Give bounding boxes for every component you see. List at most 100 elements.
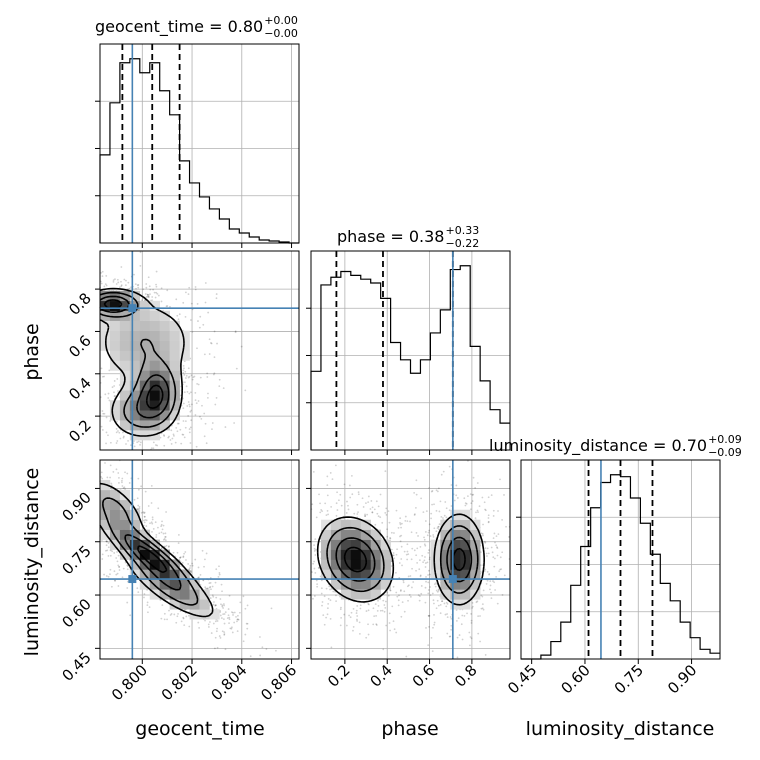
geocent-time-vs-luminosity-distance-sample-point [218,571,221,574]
geocent-time-vs-luminosity-distance-density-cell [100,519,111,530]
phase-vs-luminosity-distance-sample-point [437,525,440,528]
geocent-time-vs-phase-sample-point [178,313,181,316]
geocent-time-vs-luminosity-distance-sample-point [107,555,110,557]
geocent-time-vs-luminosity-distance-sample-point [145,525,148,527]
geocent-time-vs-luminosity-distance-sample-point [191,562,194,565]
geocent-time-vs-phase-sample-point [115,420,118,423]
geocent-time-vs-phase-sample-point [222,387,225,390]
geocent-time-vs-phase-sample-point [182,407,185,410]
geocent-time-vs-luminosity-distance-sample-point [228,618,231,621]
phase-vs-luminosity-distance-sample-point [437,589,440,592]
phase-vs-luminosity-distance-sample-point [347,508,350,511]
phase-vs-luminosity-distance-sample-point [364,515,367,517]
phase-vs-luminosity-distance-sample-point [313,544,316,547]
phase-vs-luminosity-distance-sample-point [432,535,435,538]
geocent-time-vs-luminosity-distance-sample-point [223,622,226,625]
geocent-time-vs-luminosity-distance-sample-point [175,621,178,624]
geocent-time-vs-phase-sample-point [173,434,175,437]
geocent-time-vs-phase-sample-point [214,403,217,406]
phase-vs-luminosity-distance-sample-point [323,623,326,626]
phase-vs-luminosity-distance-sample-point [395,631,398,634]
geocent-time-vs-luminosity-distance-sample-point [146,604,149,606]
phase-vs-luminosity-distance-sample-point [324,502,327,505]
geocent-time-vs-luminosity-distance-sample-point [115,557,118,559]
geocent-time-vs-phase-sample-point [188,375,191,378]
phase-vs-luminosity-distance-sample-point [435,509,438,512]
geocent-time-vs-luminosity-distance-sample-point [100,471,103,474]
geocent-time-vs-phase-sample-point [183,367,185,370]
geocent-time-vs-luminosity-distance-density-cell [189,589,200,600]
phase-vs-luminosity-distance-sample-point [405,655,408,658]
phase-vs-luminosity-distance-sample-point [495,535,498,538]
phase-vs-luminosity-distance-sample-point [433,527,436,530]
title-geocent-time-plus: +0.00 [264,14,298,27]
geocent-time-hist-step-line [99,58,299,244]
geocent-time-vs-luminosity-distance-sample-point [118,476,120,479]
geocent-time-vs-luminosity-distance-sample-point [210,588,212,591]
phase-vs-luminosity-distance-sample-point [485,583,488,585]
phase-vs-luminosity-distance-sample-point [484,508,486,511]
geocent-time-vs-phase-sample-point [148,296,150,298]
geocent-time-vs-phase-sample-point [184,426,187,429]
phase-vs-luminosity-distance-sample-point [448,635,451,638]
phase-vs-luminosity-distance-sample-point [431,592,434,595]
phase-vs-luminosity-distance-sample-point [334,464,337,467]
phase-vs-luminosity-distance-sample-point [471,607,473,609]
phase-vs-luminosity-distance-sample-point [379,493,382,496]
phase-vs-luminosity-distance-sample-point [427,531,430,534]
phase-vs-luminosity-distance-sample-point [430,517,432,520]
geocent-time-vs-luminosity-distance-sample-point [118,569,121,571]
geocent-time-vs-luminosity-distance-sample-point [181,561,184,564]
geocent-time-vs-phase-sample-point [149,288,152,291]
phase-vs-luminosity-distance-sample-point [503,494,505,496]
geocent-time-vs-luminosity-distance-sample-point [177,542,180,545]
phase-vs-luminosity-distance-sample-point [326,613,329,616]
geocent-time-vs-phase-sample-point [100,367,103,370]
geocent-time-vs-luminosity-distance-density-cell [100,529,111,540]
phase-vs-luminosity-distance-sample-point [413,514,416,516]
geocent-time-vs-phase-density-cell [109,340,121,351]
geocent-time-vs-phase-sample-point [147,294,150,297]
phase-vs-luminosity-distance-sample-point [318,493,320,496]
geocent-time-vs-luminosity-distance-sample-point [164,536,166,538]
phase-vs-luminosity-distance-density-cell [460,519,471,530]
geocent-time-vs-luminosity-distance-sample-point [197,566,200,569]
phase-vs-luminosity-distance-density-cell [320,559,332,570]
phase-vs-luminosity-distance-sample-point [428,573,431,576]
geocent-time-vs-luminosity-distance-sample-point [126,565,129,568]
phase-vs-luminosity-distance-sample-point [487,496,490,499]
geocent-time-vs-phase-contour-level [99,295,170,419]
geocent-time-vs-luminosity-distance-sample-point [123,486,126,489]
geocent-time-vs-phase-sample-point [194,288,197,291]
phase-vs-luminosity-distance-sample-point [427,574,429,576]
phase-vs-luminosity-distance-density-cell [320,529,332,540]
geocent-time-vs-phase-sample-point [234,331,237,334]
geocent-time-vs-phase-sample-point [204,301,207,304]
geocent-time-vs-luminosity-distance-sample-point [220,603,222,606]
geocent-time-vs-luminosity-distance-sample-point [148,606,151,609]
geocent-time-vs-phase-sample-point [132,440,135,442]
phase-vs-luminosity-distance-sample-point [495,576,498,578]
geocent-time-vs-phase-density-cell [100,330,111,341]
phase-vs-luminosity-distance-sample-point [327,602,330,605]
geocent-time-vs-luminosity-distance-sample-point [143,596,145,599]
geocent-time-vs-phase-density-cell [129,390,141,401]
phase-vs-luminosity-distance-sample-point [485,552,488,555]
geocent-time-vs-luminosity-distance-sample-point [219,598,222,600]
geocent-time-vs-luminosity-distance-sample-point [118,565,121,568]
geocent-time-vs-luminosity-distance-sample-point [176,551,179,554]
geocent-time-hist-frame [99,43,300,244]
phase-vs-luminosity-distance-sample-point [406,543,409,546]
phase-vs-luminosity-distance-sample-point [427,589,430,591]
geocent-time-vs-phase-density-cell [119,380,131,391]
phase-vs-luminosity-distance-sample-point [404,519,407,522]
geocent-time-vs-phase-sample-point [133,445,136,448]
geocent-time-vs-luminosity-distance-sample-point [233,611,236,614]
geocent-time-vs-phase-sample-point [108,369,111,372]
phase-vs-luminosity-distance-sample-point [471,500,474,502]
phase-vs-luminosity-distance-sample-point [449,635,452,638]
geocent-time-vs-phase-density-cell [149,390,160,401]
phase-vs-luminosity-distance-sample-point [498,570,501,573]
phase-vs-luminosity-distance-sample-point [358,621,361,624]
geocent-time-vs-phase-sample-point [175,427,178,429]
